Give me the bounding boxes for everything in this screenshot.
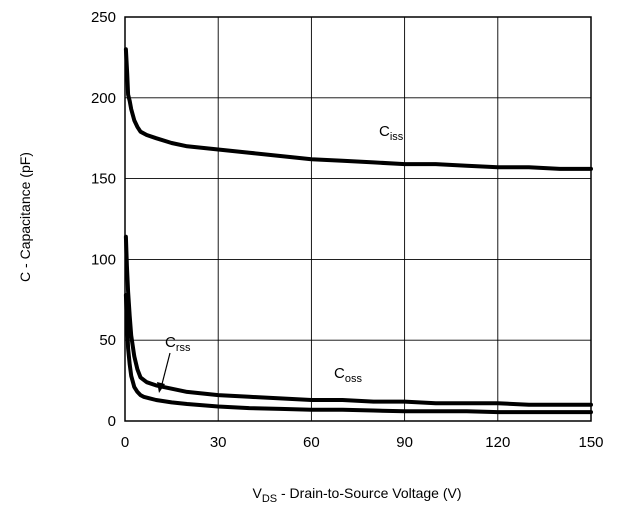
crss-label: Crss bbox=[165, 334, 191, 354]
x-tick-label: 120 bbox=[485, 434, 510, 451]
series-line-coss bbox=[123, 234, 593, 407]
y-axis-title: C - Capacitance (pF) bbox=[17, 152, 33, 282]
ciss-label: Ciss bbox=[379, 123, 404, 143]
x-tick-label: 30 bbox=[210, 434, 227, 451]
y-tick-label: 0 bbox=[108, 413, 116, 430]
x-axis-title: VDS - Drain-to-Source Voltage (V) bbox=[252, 485, 461, 505]
x-tick-label: 60 bbox=[303, 434, 320, 451]
y-tick-label: 100 bbox=[91, 251, 116, 268]
crss-arrow-head bbox=[157, 382, 165, 393]
x-tick-label: 0 bbox=[121, 434, 129, 451]
x-tick-label: 150 bbox=[578, 434, 603, 451]
y-tick-label: 50 bbox=[99, 332, 116, 349]
plot-frame bbox=[124, 16, 592, 422]
y-tick-label: 200 bbox=[91, 90, 116, 107]
crss-arrow bbox=[160, 352, 171, 389]
tick-labels: 0 30 60 90 120 150 0 50 100 150 200 250 bbox=[91, 9, 604, 451]
series-line-ciss bbox=[123, 47, 593, 171]
series-lines bbox=[123, 47, 593, 415]
x-tick-label: 90 bbox=[396, 434, 413, 451]
y-tick-label: 150 bbox=[91, 171, 116, 188]
grid bbox=[124, 16, 592, 422]
y-tick-label: 250 bbox=[91, 9, 116, 26]
series-line-crss bbox=[123, 293, 593, 415]
coss-label: Coss bbox=[334, 365, 362, 385]
